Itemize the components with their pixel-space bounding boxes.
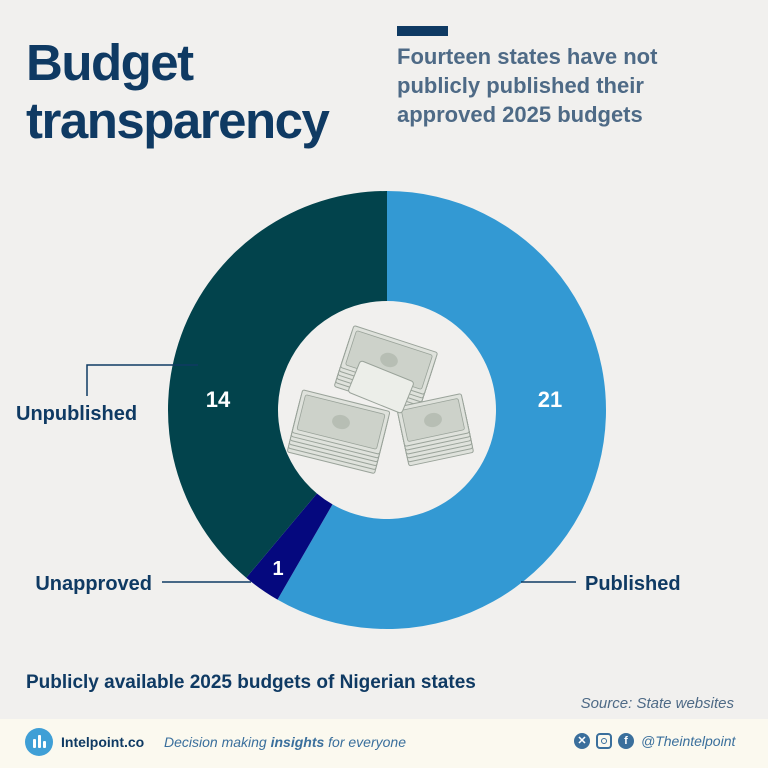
footer: Intelpoint.co Decision making insights f… [0,719,768,768]
donut-slice-published [277,191,607,629]
chart-caption: Publicly available 2025 budgets of Niger… [26,672,476,693]
donut-slice-unpublished [168,191,387,578]
banknote-stack-icon [287,325,474,474]
brand-link[interactable]: Intelpoint.co [61,734,145,750]
chart-subtitle: Fourteen states have not publicly publis… [397,44,658,127]
value-label-published: 21 [538,387,562,412]
x-icon[interactable]: ✕ [574,733,590,749]
intelpoint-logo-icon[interactable] [25,728,53,756]
donut-center [279,302,495,518]
value-label-unpublished: 14 [206,387,231,412]
social-links: ✕ f @Theintelpoint [574,732,735,750]
social-handle[interactable]: @Theintelpoint [641,733,736,749]
callout-line-unpublished [86,364,198,396]
page-title: Budget transparency [26,34,330,149]
donut-chart: 21 1 14 Published Unapproved Unpublished [16,191,681,629]
accent-bar [397,26,448,36]
instagram-icon[interactable] [596,733,612,749]
donut-slice-unapproved [246,493,333,600]
category-label-unpublished: Unpublished [16,403,137,425]
value-label-unapproved: 1 [272,558,283,580]
tagline: Decision making insights for everyone [164,734,406,750]
facebook-icon[interactable]: f [618,733,634,749]
category-label-unapproved: Unapproved [35,573,152,595]
source-note: Source: State websites [580,695,734,712]
category-label-published: Published [585,573,681,595]
